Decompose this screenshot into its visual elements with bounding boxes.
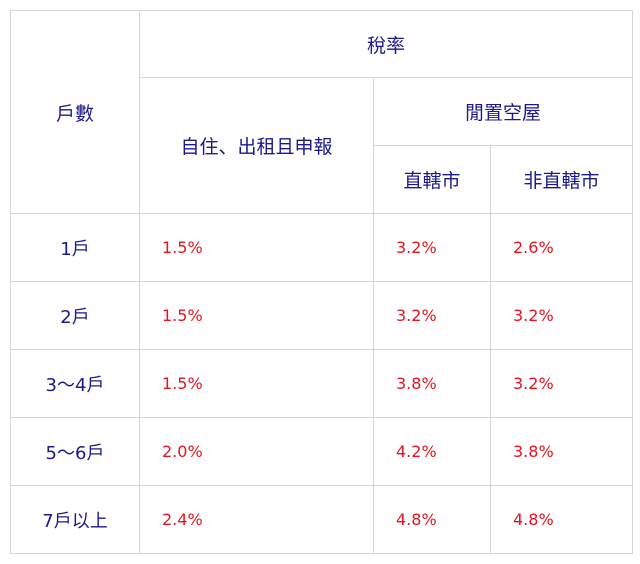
header-non-municipality: 非直轄市 <box>489 145 634 214</box>
row-units-label: 5～6戶 <box>10 417 140 486</box>
self-use-rate: 2.4% <box>139 485 374 554</box>
row-units-label: 3～4戶 <box>10 349 140 418</box>
table-row: 7戶以上 2.4% 4.8% 4.8% <box>10 485 634 554</box>
self-use-rate: 1.5% <box>139 213 374 282</box>
non-municipality-rate: 3.2% <box>489 281 634 350</box>
municipality-rate: 3.2% <box>373 281 491 350</box>
row-units-label: 2戶 <box>10 281 140 350</box>
non-municipality-rate: 3.2% <box>489 349 634 418</box>
self-use-rate: 1.5% <box>139 349 374 418</box>
row-units-label: 7戶以上 <box>10 485 140 554</box>
non-municipality-rate: 2.6% <box>489 213 634 282</box>
non-municipality-rate: 3.8% <box>489 417 634 486</box>
header-self-use: 自住、出租且申報 <box>139 77 374 214</box>
table-row: 5～6戶 2.0% 4.2% 3.8% <box>10 417 634 486</box>
municipality-rate: 3.8% <box>373 349 491 418</box>
header-municipality: 直轄市 <box>373 145 491 214</box>
municipality-rate: 4.2% <box>373 417 491 486</box>
header-units: 戶數 <box>10 10 140 214</box>
self-use-rate: 2.0% <box>139 417 374 486</box>
non-municipality-rate: 4.8% <box>489 485 634 554</box>
table-row: 2戶 1.5% 3.2% 3.2% <box>10 281 634 350</box>
self-use-rate: 1.5% <box>139 281 374 350</box>
header-vacant: 閒置空屋 <box>372 77 634 146</box>
row-units-label: 1戶 <box>10 213 140 282</box>
municipality-rate: 3.2% <box>373 213 491 282</box>
table-row: 3～4戶 1.5% 3.8% 3.2% <box>10 349 634 418</box>
header-tax-rate: 稅率 <box>138 10 634 78</box>
table-row: 1戶 1.5% 3.2% 2.6% <box>10 213 634 282</box>
tax-rate-table: 戶數 稅率 自住、出租且申報 閒置空屋 直轄市 非直轄市 1戶 1.5% 3.2… <box>10 10 634 554</box>
municipality-rate: 4.8% <box>373 485 491 554</box>
